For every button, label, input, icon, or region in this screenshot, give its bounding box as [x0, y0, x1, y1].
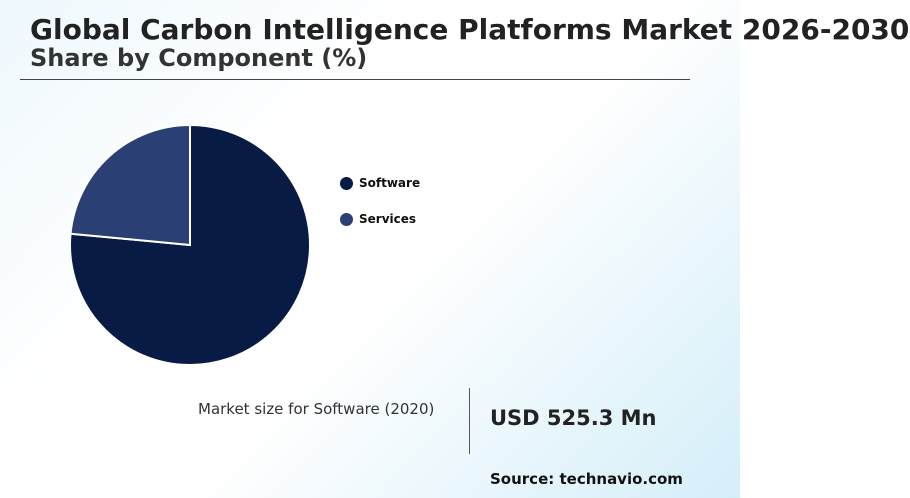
legend-marker-services [340, 212, 353, 226]
chart-legend: Software Services [340, 174, 420, 246]
legend-label-services: Services [359, 212, 417, 226]
legend-label-software: Software [359, 176, 421, 190]
legend-marker-software [340, 176, 353, 190]
chart-title: Global Carbon Intelligence Platforms Mar… [30, 13, 910, 46]
kpi-label: Market size for Software (2020) [198, 400, 435, 418]
pie-slice-services [69, 123, 191, 247]
source-credit: Source: technavio.com [490, 470, 683, 488]
kpi-value: USD 525.3 Mn [490, 406, 657, 430]
title-divider [20, 79, 690, 80]
pie-chart [69, 123, 311, 366]
kpi-divider [469, 388, 470, 454]
legend-item-services: Services [340, 210, 420, 228]
legend-item-software: Software [340, 174, 420, 192]
chart-subtitle: Share by Component (%) [30, 44, 368, 72]
